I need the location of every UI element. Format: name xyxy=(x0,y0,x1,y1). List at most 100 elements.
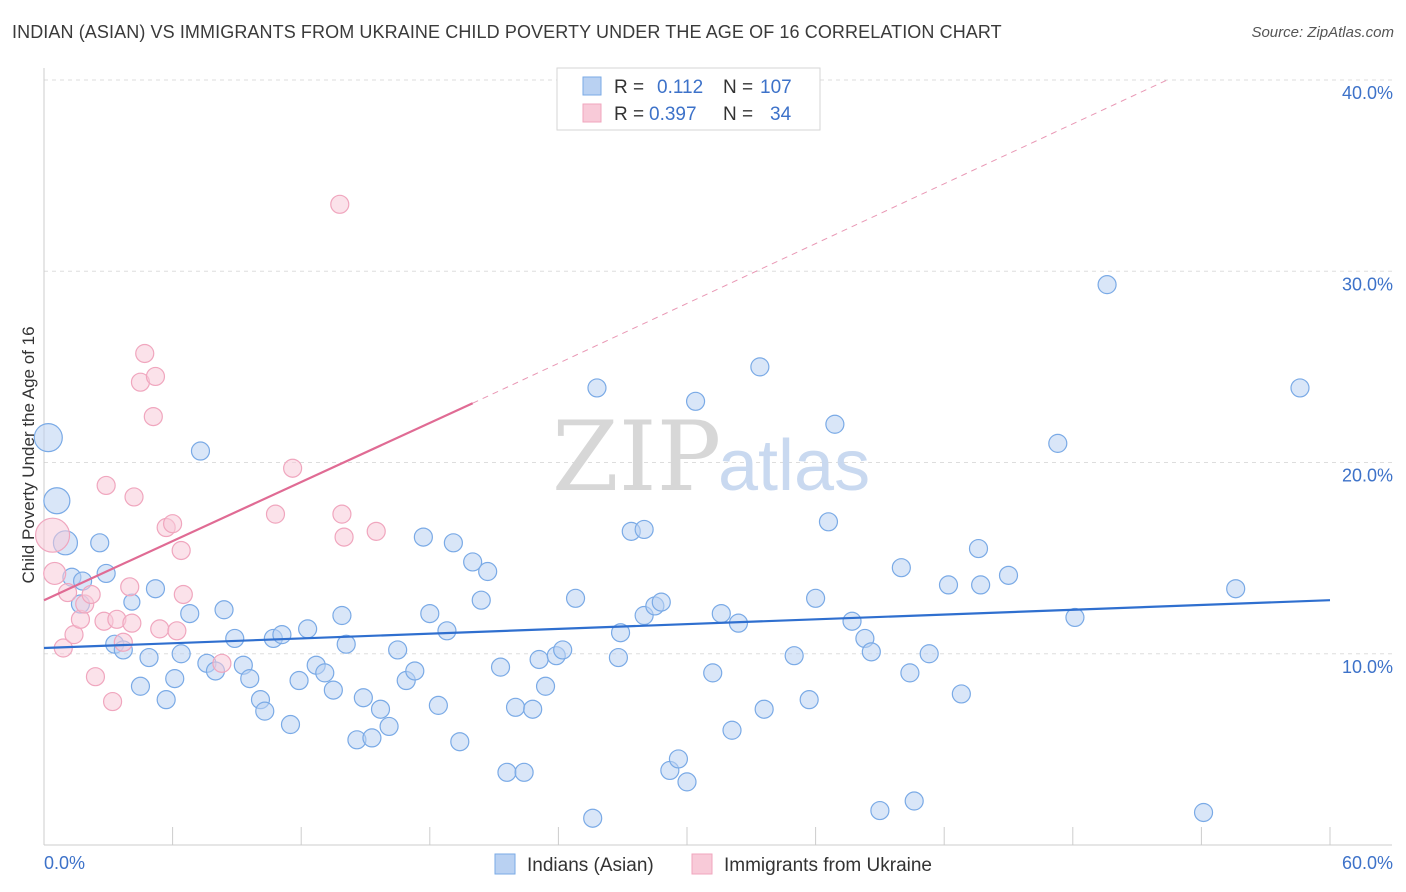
y-axis-label: Child Poverty Under the Age of 16 xyxy=(19,326,38,583)
data-point-indians xyxy=(861,642,881,662)
data-point-ukraine xyxy=(102,691,123,712)
data-point-indians xyxy=(165,669,185,689)
legend-swatch-ukraine xyxy=(691,853,713,875)
data-point-ukraine xyxy=(150,619,170,639)
data-point-ukraine xyxy=(34,517,71,553)
data-point-indians xyxy=(145,579,166,599)
data-point-indians xyxy=(677,772,697,792)
data-point-ukraine xyxy=(334,527,354,547)
data-point-indians xyxy=(130,676,151,696)
x-tick-label: 0.0% xyxy=(44,853,85,873)
data-point-indians xyxy=(1193,802,1214,823)
series-indians-points xyxy=(33,275,1310,828)
data-point-ukraine xyxy=(124,487,144,507)
legend-n-label: N = xyxy=(723,104,753,125)
data-point-ukraine xyxy=(145,366,166,387)
y-tick-label: 30.0% xyxy=(1342,274,1393,294)
data-point-indians xyxy=(497,762,517,782)
data-point-indians xyxy=(610,623,631,643)
data-point-indians xyxy=(272,625,292,645)
data-point-indians xyxy=(443,533,463,553)
legend-r-label: R = xyxy=(614,104,644,125)
data-point-indians xyxy=(362,728,382,748)
data-point-ukraine xyxy=(163,514,183,534)
data-point-indians xyxy=(938,575,959,595)
data-point-indians xyxy=(190,441,211,461)
data-point-indians xyxy=(968,538,989,559)
data-point-ukraine xyxy=(366,521,386,541)
data-point-indians xyxy=(171,644,191,664)
data-point-indians xyxy=(668,749,689,769)
data-point-indians xyxy=(139,647,159,668)
data-point-indians xyxy=(711,603,731,624)
data-point-indians xyxy=(722,720,742,740)
legend-swatch-indians xyxy=(582,76,602,96)
data-point-indians xyxy=(703,663,723,683)
data-point-indians xyxy=(336,634,356,654)
data-point-indians xyxy=(523,699,543,719)
data-point-indians xyxy=(490,657,511,677)
legend-swatch-indians xyxy=(494,853,516,875)
legend-swatch-ukraine xyxy=(582,103,602,123)
data-point-indians xyxy=(323,680,343,700)
data-point-ukraine xyxy=(120,577,140,597)
data-point-indians xyxy=(370,699,391,719)
data-point-indians xyxy=(750,357,770,377)
data-point-indians xyxy=(784,646,804,666)
trend-lines xyxy=(43,79,1331,650)
data-point-ukraine xyxy=(265,504,286,524)
legend-label-ukraine: Immigrants from Ukraine xyxy=(724,855,932,876)
data-point-indians xyxy=(870,800,890,821)
data-point-indians xyxy=(1048,433,1068,453)
data-point-ukraine xyxy=(171,540,191,561)
data-point-indians xyxy=(255,701,275,721)
stats-legend: R = 0.112 N = 107 R = 0.397 N = 34 xyxy=(556,67,821,131)
trend-line-ukraine xyxy=(43,402,474,602)
data-point-ukraine xyxy=(283,458,303,478)
data-point-ukraine xyxy=(332,504,352,524)
trend-line-indians xyxy=(43,599,1331,650)
data-point-indians xyxy=(332,605,352,626)
data-point-indians xyxy=(428,695,448,715)
series-ukraine-points xyxy=(34,194,386,712)
data-point-indians xyxy=(240,669,260,689)
data-point-ukraine xyxy=(212,653,232,673)
data-point-ukraine xyxy=(330,194,350,214)
legend-r-label: R = xyxy=(614,77,644,98)
x-tick-labels: 0.0% 60.0% xyxy=(44,853,1393,873)
data-point-indians xyxy=(298,619,318,639)
data-point-ukraine xyxy=(135,343,155,364)
watermark-atlas: atlas xyxy=(718,426,870,506)
data-point-indians xyxy=(156,690,176,710)
data-point-ukraine xyxy=(173,584,193,605)
data-point-indians xyxy=(919,644,939,664)
data-point-indians xyxy=(971,575,991,595)
y-tick-labels: 10.0% 20.0% 30.0% 40.0% xyxy=(1342,83,1393,677)
data-point-indians xyxy=(289,670,309,691)
data-point-indians xyxy=(651,592,671,612)
data-point-indians xyxy=(280,714,301,735)
legend-n-label: N = xyxy=(723,77,753,98)
data-point-ukraine xyxy=(143,407,163,427)
legend-r-value: 0.112 xyxy=(657,77,703,98)
data-point-indians xyxy=(553,640,573,660)
data-point-indians xyxy=(405,661,425,681)
data-point-indians xyxy=(413,527,433,547)
data-point-indians xyxy=(471,590,491,610)
data-point-indians xyxy=(904,791,924,811)
grid-lines xyxy=(44,79,1392,655)
data-point-indians xyxy=(379,716,399,737)
data-point-indians xyxy=(388,640,408,660)
data-point-indians xyxy=(225,628,245,649)
data-point-indians xyxy=(1290,378,1310,398)
chart-source: Source: ZipAtlas.com xyxy=(1251,24,1394,41)
y-tick-label: 40.0% xyxy=(1342,83,1393,103)
data-point-ukraine xyxy=(43,561,67,586)
data-point-indians xyxy=(529,649,549,670)
data-point-indians xyxy=(514,762,534,782)
watermark: ZIP atlas xyxy=(552,401,870,513)
data-point-ukraine xyxy=(113,632,133,652)
data-point-indians xyxy=(825,414,845,434)
data-point-indians xyxy=(754,699,774,719)
